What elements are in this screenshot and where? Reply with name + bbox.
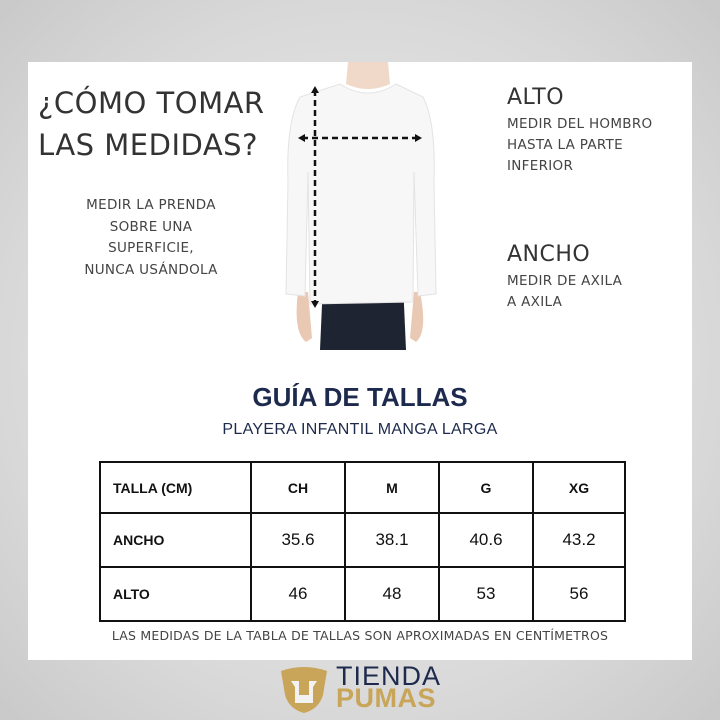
table-cell: 35.6 xyxy=(250,512,346,568)
shirt-illustration xyxy=(285,62,437,350)
size-guide-subtitle: PLAYERA INFANTIL MANGA LARGA xyxy=(222,421,498,438)
ancho-section: ANCHO MEDIR DE AXILA A AXILA xyxy=(507,242,622,313)
table-header-cell: XG xyxy=(532,461,626,514)
instruction-line: SUPERFICIE, xyxy=(108,240,194,256)
table-cell: 46 xyxy=(250,566,346,622)
instruction-line: MEDIR LA PRENDA xyxy=(86,197,216,213)
table-header-cell: TALLA (CM) xyxy=(99,461,252,514)
heading-line: ¿CÓMO TOMAR xyxy=(38,86,265,120)
table-header-cell: CH xyxy=(250,461,346,514)
size-guide-title: GUÍA DE TALLAS xyxy=(252,382,468,412)
alto-line: INFERIOR xyxy=(507,158,574,174)
table-row: ANCHO 35.6 38.1 40.6 43.2 xyxy=(99,512,626,568)
table-cell: 43.2 xyxy=(532,512,626,568)
table-header-cell: G xyxy=(438,461,534,514)
logo-text-pumas: PUMAS xyxy=(336,683,437,713)
table-cell: 40.6 xyxy=(438,512,534,568)
row-label: ANCHO xyxy=(99,512,252,568)
alto-line: HASTA LA PARTE xyxy=(507,137,623,153)
table-cell: 53 xyxy=(438,566,534,622)
measure-instructions: MEDIR LA PRENDA SOBRE UNA SUPERFICIE, NU… xyxy=(66,195,236,281)
heading-line: LAS MEDIDAS? xyxy=(38,128,258,162)
table-cell: 48 xyxy=(344,566,440,622)
logo-text-tienda: TIENDA xyxy=(336,661,442,691)
table-row: ALTO 46 48 53 56 xyxy=(99,566,626,622)
pumas-logo-icon xyxy=(281,667,327,713)
table-cell: 38.1 xyxy=(344,512,440,568)
table-header-row: TALLA (CM) CH M G XG xyxy=(99,461,626,514)
ancho-title: ANCHO xyxy=(507,242,591,267)
alto-title: ALTO xyxy=(507,85,565,110)
size-table: TALLA (CM) CH M G XG ANCHO 35.6 38.1 40.… xyxy=(99,461,626,622)
table-cell: 56 xyxy=(532,566,626,622)
instruction-line: NUNCA USÁNDOLA xyxy=(84,261,218,278)
measurement-note: LAS MEDIDAS DE LA TABLA DE TALLAS SON AP… xyxy=(111,628,609,643)
alto-line: MEDIR DEL HOMBRO xyxy=(507,116,653,132)
ancho-line: MEDIR DE AXILA xyxy=(507,273,623,289)
alto-section: ALTO MEDIR DEL HOMBRO HASTA LA PARTE INF… xyxy=(507,85,652,177)
ancho-line: A AXILA xyxy=(507,294,563,310)
instruction-line: SOBRE UNA xyxy=(109,218,193,235)
table-header-cell: M xyxy=(344,461,440,514)
how-to-measure-heading: ¿CÓMO TOMAR LAS MEDIDAS? xyxy=(38,82,265,166)
row-label: ALTO xyxy=(99,566,252,622)
